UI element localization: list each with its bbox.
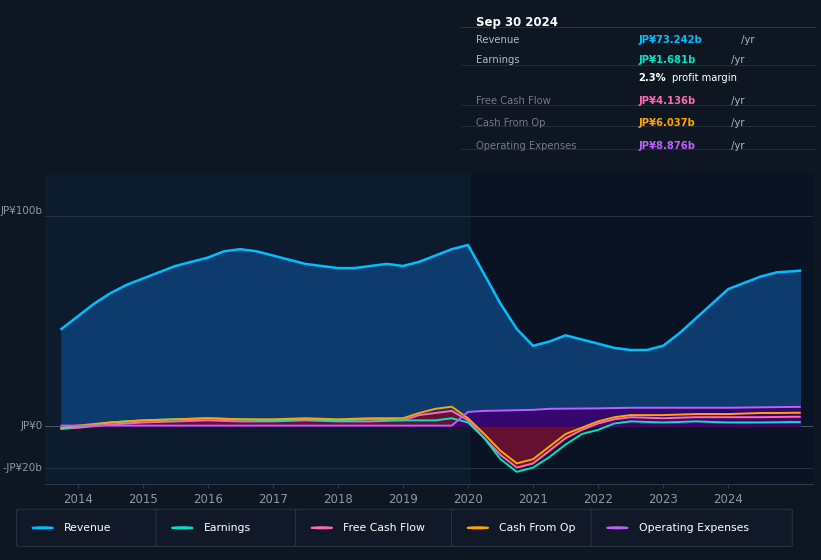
- Text: /yr: /yr: [728, 55, 745, 65]
- Text: /yr: /yr: [728, 96, 745, 106]
- Text: 2.3%: 2.3%: [639, 73, 667, 83]
- Text: JP¥100b: JP¥100b: [1, 206, 43, 216]
- Text: JP¥4.136b: JP¥4.136b: [639, 96, 696, 106]
- Text: /yr: /yr: [728, 118, 745, 128]
- Circle shape: [32, 527, 53, 529]
- Text: JP¥6.037b: JP¥6.037b: [639, 118, 695, 128]
- Text: Earnings: Earnings: [475, 55, 519, 65]
- FancyBboxPatch shape: [452, 509, 595, 547]
- Text: Operating Expenses: Operating Expenses: [475, 141, 576, 151]
- Text: Earnings: Earnings: [204, 523, 250, 533]
- Text: Free Cash Flow: Free Cash Flow: [475, 96, 550, 106]
- Circle shape: [467, 527, 488, 529]
- Text: JP¥8.876b: JP¥8.876b: [639, 141, 695, 151]
- Circle shape: [311, 527, 333, 529]
- Text: /yr: /yr: [728, 141, 745, 151]
- FancyBboxPatch shape: [156, 509, 300, 547]
- Text: /yr: /yr: [738, 35, 754, 45]
- Bar: [471, 174, 813, 484]
- FancyBboxPatch shape: [296, 509, 456, 547]
- Circle shape: [172, 527, 193, 529]
- Circle shape: [607, 527, 628, 529]
- Text: JP¥0: JP¥0: [21, 421, 43, 431]
- Text: profit margin: profit margin: [672, 73, 737, 83]
- Text: Operating Expenses: Operating Expenses: [639, 523, 749, 533]
- Text: Free Cash Flow: Free Cash Flow: [343, 523, 425, 533]
- Text: Cash From Op: Cash From Op: [499, 523, 576, 533]
- Text: Cash From Op: Cash From Op: [475, 118, 545, 128]
- FancyBboxPatch shape: [16, 509, 160, 547]
- Text: JP¥73.242b: JP¥73.242b: [639, 35, 703, 45]
- Text: -JP¥20b: -JP¥20b: [3, 463, 43, 473]
- FancyBboxPatch shape: [591, 509, 792, 547]
- Text: JP¥1.681b: JP¥1.681b: [639, 55, 696, 65]
- Text: Revenue: Revenue: [475, 35, 519, 45]
- Text: Sep 30 2024: Sep 30 2024: [475, 16, 557, 29]
- Text: Revenue: Revenue: [64, 523, 112, 533]
